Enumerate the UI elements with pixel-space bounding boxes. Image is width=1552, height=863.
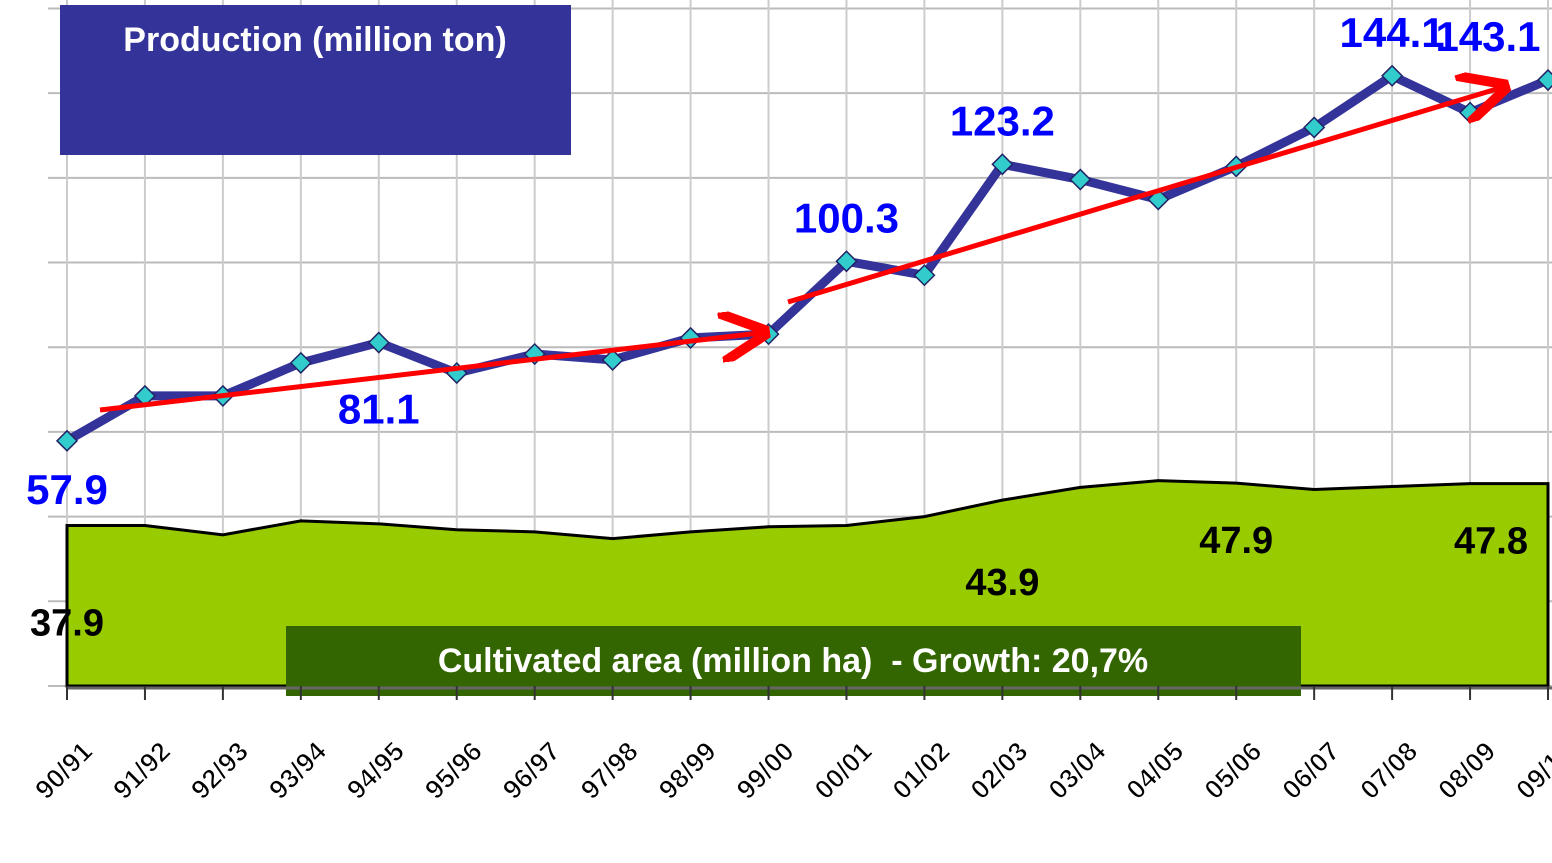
marker: [55, 429, 79, 452]
production-box: [60, 5, 571, 155]
area-box: [286, 626, 1301, 696]
data-label: 57.9: [26, 466, 108, 513]
marker: [991, 153, 1014, 176]
marker: [835, 250, 858, 273]
marker: [1381, 64, 1404, 87]
x-tick-label: 97/98: [575, 736, 644, 805]
x-tick-label: 92/93: [185, 736, 254, 805]
marker: [1536, 68, 1552, 92]
x-tick-label: 90/91: [29, 736, 98, 805]
x-tick-label: 96/97: [497, 736, 566, 805]
data-label: 123.2: [950, 97, 1055, 144]
x-tick-label: 93/94: [263, 736, 332, 805]
data-label: 47.9: [1199, 520, 1273, 562]
data-label: 47.8: [1454, 521, 1528, 563]
data-label: 144.1: [1340, 9, 1445, 56]
marker: [367, 331, 390, 354]
production-box-text: Production (million ton): [123, 21, 507, 59]
x-tick-label: 03/04: [1043, 736, 1112, 805]
data-label: 143.1: [1435, 13, 1540, 60]
x-tick-label: 08/09: [1432, 736, 1501, 805]
x-tick-label: 02/03: [965, 736, 1034, 805]
marker: [1147, 188, 1170, 211]
x-tick-label: 01/02: [887, 736, 956, 805]
x-tick-label: 04/05: [1121, 736, 1190, 805]
marker: [1069, 168, 1092, 191]
x-tick-label: 05/06: [1198, 736, 1267, 805]
marker: [1303, 116, 1326, 139]
x-tick-label: 07/08: [1354, 736, 1423, 805]
trend-arrow: [99, 333, 760, 413]
x-tick-label: 00/01: [809, 736, 878, 805]
data-label: 43.9: [965, 562, 1039, 604]
trend-arrow: [787, 88, 1500, 305]
marker: [289, 351, 312, 374]
data-label: 37.9: [30, 603, 104, 645]
series-name: Cultivated area (million ha) - Growth: 2…: [438, 642, 1148, 680]
x-tick-label: 95/96: [419, 736, 488, 805]
data-label: 81.1: [338, 386, 420, 433]
x-tick-label: 94/95: [341, 736, 410, 805]
x-tick-label: 98/99: [653, 736, 722, 805]
x-tick-label: 91/92: [107, 736, 176, 805]
x-labels: 90/91 91/92 92/93 93/94 94/95 95/96 96/97 97/98…: [29, 686, 1552, 806]
data-label: 100.3: [794, 194, 899, 241]
x-tick-label: 06/07: [1276, 736, 1345, 805]
x-tick-label: 09/10: [1510, 736, 1552, 805]
marker: [913, 264, 936, 287]
series-name: Production (million ton): [123, 21, 507, 59]
x-tick-label: 99/00: [731, 736, 800, 805]
marker: [601, 348, 624, 371]
marker: [679, 326, 702, 349]
